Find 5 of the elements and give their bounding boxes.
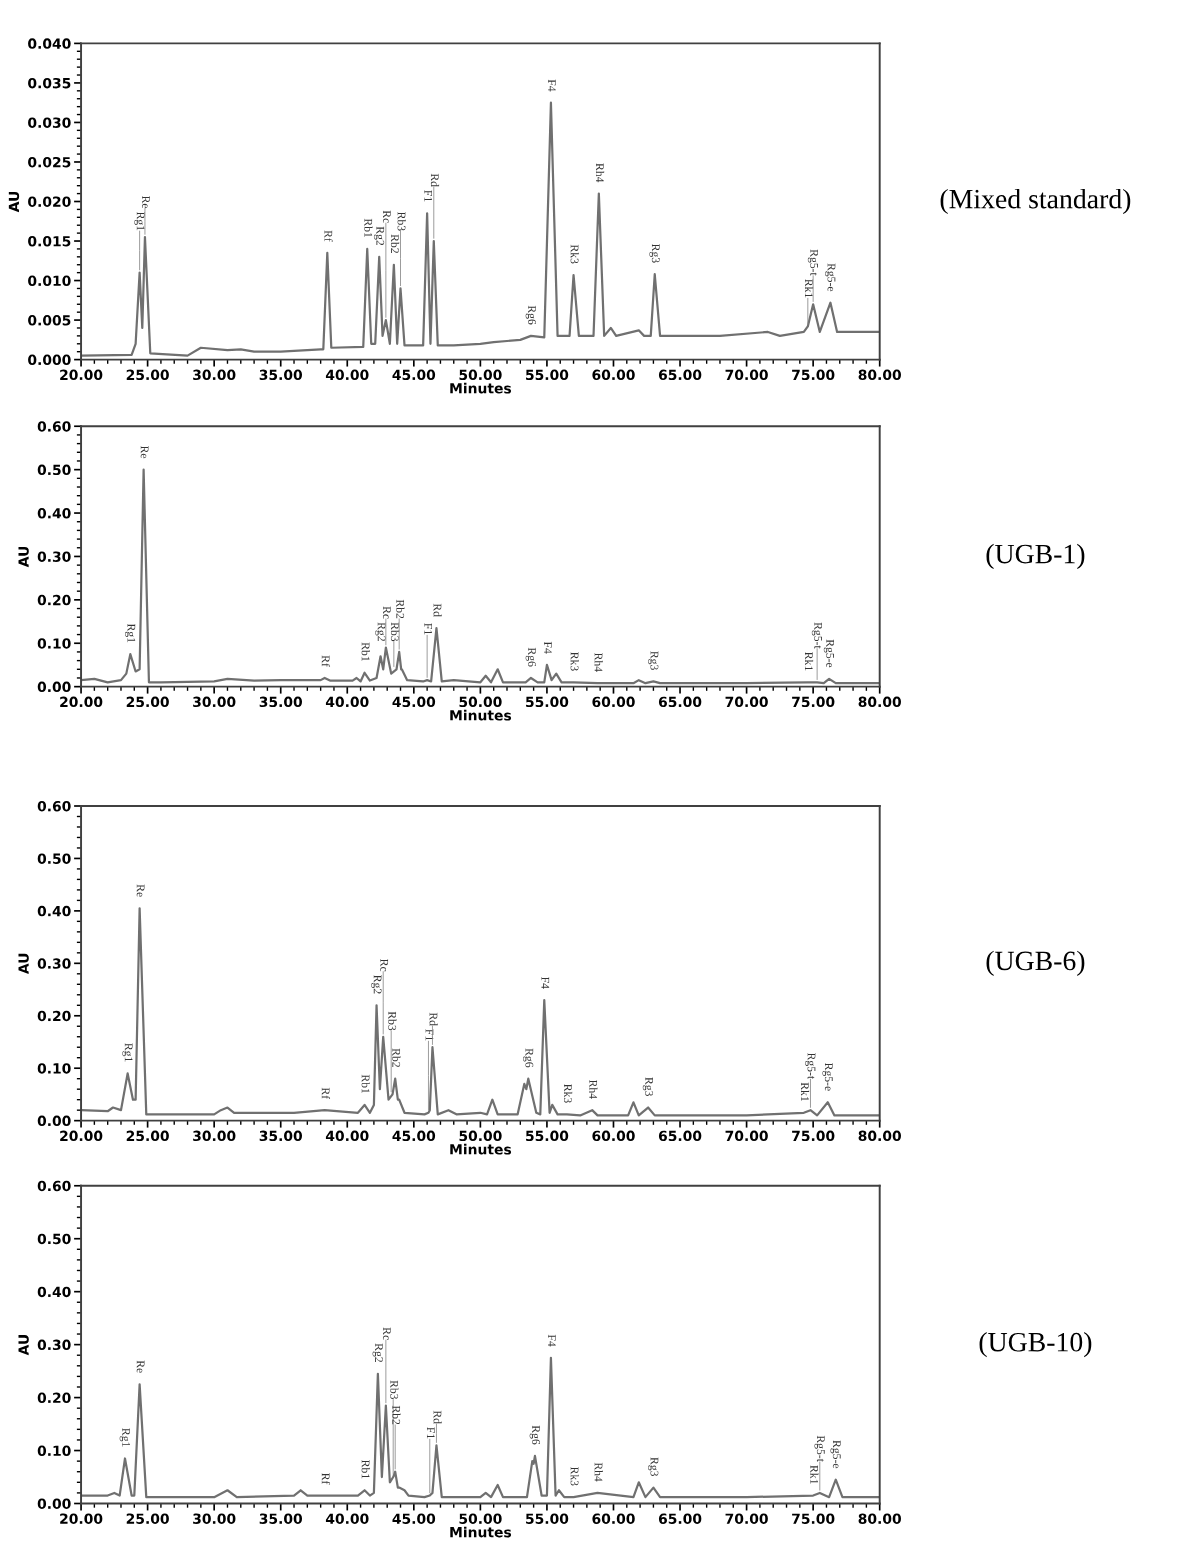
- line-series: [81, 907, 880, 1117]
- text: (UGB-6): [986, 950, 1085, 976]
- text: (Mixed standard): [940, 188, 1131, 215]
- text: (UGB-1): [986, 543, 1085, 570]
- text: (UGB-10): [979, 1332, 1092, 1358]
